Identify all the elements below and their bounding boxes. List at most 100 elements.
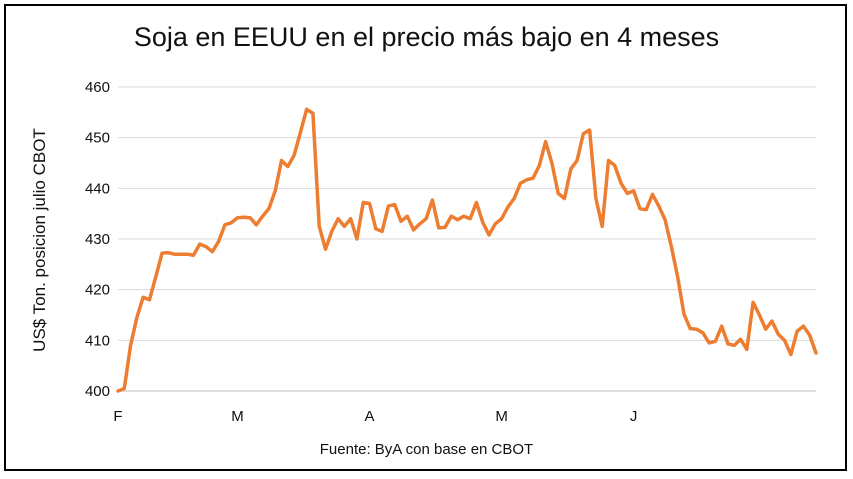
data-point [154, 275, 158, 279]
data-point [330, 229, 334, 233]
y-tick-label: 400 [85, 383, 110, 400]
y-tick-label: 410 [85, 332, 110, 349]
data-point [562, 196, 566, 200]
data-point [147, 298, 151, 302]
data-point [185, 252, 189, 256]
data-point [481, 220, 485, 224]
data-point [518, 181, 522, 185]
data-point [368, 202, 372, 206]
data-point [739, 337, 743, 341]
data-point [776, 332, 780, 336]
data-point [355, 237, 359, 241]
y-tick-label: 440 [85, 180, 110, 197]
data-point [267, 207, 271, 211]
data-point [217, 240, 221, 244]
data-point [537, 164, 541, 168]
data-point [135, 316, 139, 320]
data-point [254, 223, 258, 227]
data-point [682, 312, 686, 316]
x-tick-label: A [365, 408, 375, 425]
data-point [462, 214, 466, 218]
y-tick-label: 450 [85, 130, 110, 147]
data-point [122, 386, 126, 390]
data-point [248, 216, 252, 220]
data-point [657, 204, 661, 208]
data-point [732, 343, 736, 347]
data-point [405, 214, 409, 218]
data-point [512, 196, 516, 200]
data-point [456, 218, 460, 222]
y-tick-label: 430 [85, 231, 110, 248]
data-point [305, 107, 309, 111]
data-point [588, 128, 592, 132]
chart-frame [4, 4, 847, 471]
data-point [575, 158, 579, 162]
chart-title: Soja en EEUU en el precio más bajo en 4 … [133, 22, 720, 52]
data-point [506, 205, 510, 209]
data-point [242, 215, 246, 219]
chart-source: Fuente: ByA con base en CBOT [319, 441, 534, 458]
data-point [619, 181, 623, 185]
data-point [531, 176, 535, 180]
data-point [235, 216, 239, 220]
data-point [707, 341, 711, 345]
data-point [443, 225, 447, 229]
data-point [273, 189, 277, 193]
data-point [581, 132, 585, 136]
data-point [374, 227, 378, 231]
data-point [808, 333, 812, 337]
data-point [229, 221, 233, 225]
data-point [361, 201, 365, 205]
data-point [336, 217, 340, 221]
y-tick-label: 460 [85, 79, 110, 96]
data-point [525, 178, 529, 182]
x-tick-label: M [495, 408, 508, 425]
data-point [399, 219, 403, 223]
gridlines [118, 86, 816, 392]
data-point [279, 158, 283, 162]
data-point [210, 250, 214, 254]
data-point [701, 331, 705, 335]
data-point [550, 161, 554, 165]
data-point [286, 165, 290, 169]
data-point [801, 324, 805, 328]
data-point [116, 389, 120, 393]
data-point [141, 295, 145, 299]
data-point [720, 324, 724, 328]
data-point [223, 223, 227, 227]
data-point [380, 229, 384, 233]
data-point [757, 313, 761, 317]
data-point [632, 189, 636, 193]
data-point [770, 319, 774, 323]
data-point [342, 224, 346, 228]
data-point [204, 245, 208, 249]
y-tick-labels: 400 410 420 430 440 450 460 [85, 79, 110, 400]
series-line [116, 107, 818, 393]
data-point [430, 198, 434, 202]
data-point [349, 217, 353, 221]
data-point [745, 347, 749, 351]
data-point [311, 111, 315, 115]
data-point [600, 224, 604, 228]
data-point [751, 300, 755, 304]
data-point [789, 353, 793, 357]
data-point [437, 226, 441, 230]
data-point [500, 217, 504, 221]
data-point [424, 217, 428, 221]
data-point [795, 329, 799, 333]
data-point [669, 245, 673, 249]
data-point [764, 327, 768, 331]
data-point [493, 222, 497, 226]
data-point [663, 218, 667, 222]
data-point [449, 214, 453, 218]
data-point [644, 208, 648, 212]
data-point [393, 203, 397, 207]
data-point [713, 339, 717, 343]
data-point [261, 214, 265, 218]
data-point [625, 191, 629, 195]
x-tick-label: M [231, 408, 244, 425]
data-point [198, 242, 202, 246]
data-point [783, 338, 787, 342]
